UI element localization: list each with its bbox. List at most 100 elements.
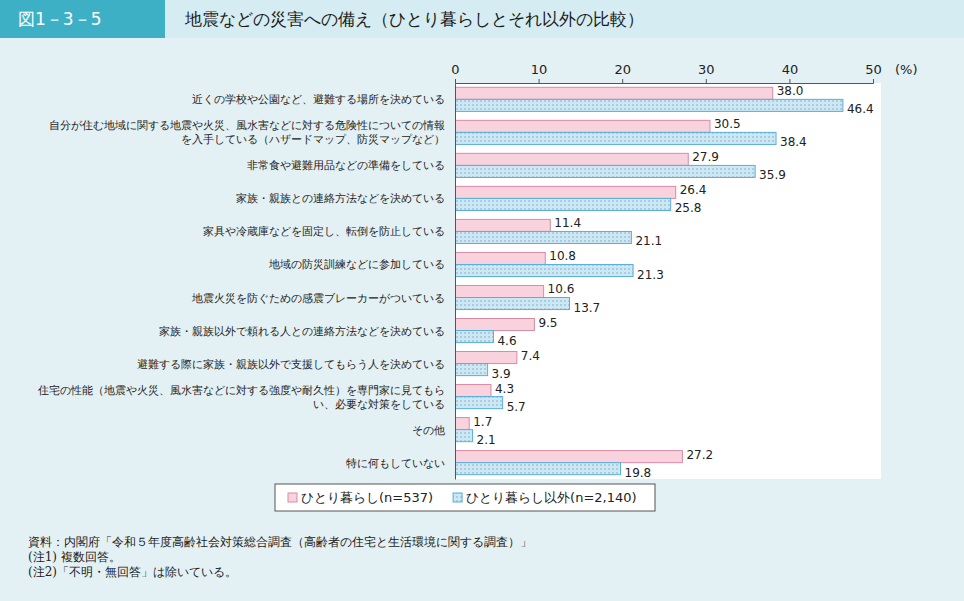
bars (455, 87, 843, 474)
bar (455, 352, 517, 364)
data-label: 11.4 (554, 216, 581, 230)
plot-area (455, 83, 881, 479)
header-band (0, 0, 964, 38)
y-tick-label-line: 特に何もしていない (346, 457, 445, 470)
x-tick: 30 (698, 62, 715, 83)
data-label: 27.2 (686, 448, 713, 462)
bar (455, 264, 633, 276)
data-label: 13.7 (574, 301, 601, 315)
y-tick-label: 家族・親族以外で頼れる人との連絡方法などを決めている (159, 325, 445, 338)
y-tick: 自分が住む地域に関する地震や火災、風水害などに対する危険性についての情報を入手し… (49, 119, 455, 146)
bar (455, 153, 688, 165)
data-label: 4.6 (497, 334, 516, 348)
legend: ひとり暮らし(n=537)ひとり暮らし以外(n=2,140) (275, 484, 655, 511)
bar (455, 397, 503, 409)
legend-box (275, 484, 655, 511)
x-tick-label: 10 (531, 62, 548, 77)
y-tick-label-line: 自分が住む地域に関する地震や火災、風水害などに対する危険性についての情報 (49, 119, 445, 132)
data-label: 2.1 (477, 433, 496, 447)
y-tick-label-line: い、必要な対策をしている (313, 398, 445, 411)
y-tick-label-line: 地震火災を防ぐための感震ブレーカーがついている (191, 292, 445, 305)
y-tick-label: 地震火災を防ぐための感震ブレーカーがついている (191, 292, 445, 305)
data-label: 35.9 (759, 168, 786, 182)
x-tick: 10 (531, 62, 548, 83)
y-tick: 地域の防災訓練などに参加している (268, 258, 455, 271)
data-label: 26.4 (680, 183, 707, 197)
x-tick-label: 50 (865, 62, 882, 77)
title: 地震などの災害への備え（ひとり暮らしとそれ以外の比較） (184, 9, 644, 29)
data-label: 27.9 (692, 150, 719, 164)
y-tick-label-line: 家族・親族以外で頼れる人との連絡方法などを決めている (159, 325, 445, 338)
data-label: 25.8 (675, 201, 702, 215)
data-label: 9.5 (538, 316, 557, 330)
annotation: 資料：内閣府「令和５年度高齢社会対策総合調査（高齢者の住宅と生活環境に関する調査… (28, 535, 532, 549)
y-tick-label-line: 近くの学校や公園など、避難する場所を決めている (192, 93, 445, 106)
data-label: 38.0 (777, 84, 804, 98)
bar (455, 252, 545, 264)
y-tick: 近くの学校や公園など、避難する場所を決めている (192, 93, 455, 106)
x-tick: 0 (451, 62, 459, 83)
bar (455, 298, 570, 310)
bar (455, 132, 776, 144)
data-label: 10.8 (549, 249, 576, 263)
x-tick-label: 0 (451, 62, 459, 77)
data-label: 38.4 (780, 135, 807, 149)
data-label: 10.6 (548, 282, 575, 296)
y-tick-label: 特に何もしていない (346, 457, 445, 470)
y-tick: 特に何もしていない (346, 457, 455, 470)
x-tick-label: 40 (782, 62, 799, 77)
y-tick-label-line: 地域の防災訓練などに参加している (268, 258, 445, 271)
bar (455, 331, 493, 343)
y-tick-label-line: 家族・親族との連絡方法などを決めている (236, 192, 445, 205)
bar (455, 165, 755, 177)
y-tick-label: 住宅の性能（地震や火災、風水害などに対する強度や耐久性）を専門家に見てもらい、必… (38, 384, 445, 411)
y-tick: 家具や冷蔵庫などを固定し、転倒を防止している (203, 225, 455, 238)
y-tick-label-line: その他 (412, 424, 445, 437)
y-tick-label: その他 (412, 424, 445, 437)
y-tick-label: 家具や冷蔵庫などを固定し、転倒を防止している (203, 225, 445, 238)
data-label: 46.4 (847, 102, 874, 116)
bar (455, 318, 534, 330)
bar (455, 87, 773, 99)
chart: 図1－3－5地震などの災害への備え（ひとり暮らしとそれ以外の比較）38.030.… (0, 0, 964, 601)
data-label: 19.8 (625, 466, 652, 480)
data-label: 21.1 (635, 234, 662, 248)
bar (455, 120, 710, 132)
data-label: 4.3 (495, 382, 514, 396)
bar (455, 418, 469, 430)
x-tick-mark (706, 79, 707, 83)
x-tick-mark (539, 79, 540, 83)
x-tick-mark (622, 79, 623, 83)
y-tick-label: 非常食や避難用品などの準備をしている (247, 159, 445, 172)
x-tick-mark (455, 79, 456, 83)
x-tick-mark (873, 79, 874, 83)
y-tick-label-line: 避難する際に家族・親族以外で支援してもらう人を決めている (137, 358, 445, 371)
data-label: 5.7 (507, 400, 526, 414)
x-tick-mark (789, 79, 790, 83)
y-tick-label-line: 家具や冷蔵庫などを固定し、転倒を防止している (203, 225, 445, 238)
bar (455, 186, 676, 198)
bar (455, 364, 488, 376)
y-tick-label: 自分が住む地域に関する地震や火災、風水害などに対する危険性についての情報を入手し… (49, 119, 445, 146)
y-tick-label-line: を入手している（ハザードマップ、防災マップなど） (181, 133, 445, 146)
x-axis-label: (%) (895, 62, 918, 77)
bar (455, 451, 682, 463)
x-axis: 01020304050 (451, 62, 881, 84)
bar (455, 385, 491, 397)
data-label: 21.3 (637, 268, 664, 282)
y-axis: 近くの学校や公園など、避難する場所を決めている自分が住む地域に関する地震や火災、… (38, 84, 456, 480)
y-tick: 地震火災を防ぐための感震ブレーカーがついている (191, 292, 455, 305)
annotations: 資料：内閣府「令和５年度高齢社会対策総合調査（高齢者の住宅と生活環境に関する調査… (28, 535, 532, 579)
legend-swatch (288, 493, 297, 502)
y-tick: 非常食や避難用品などの準備をしている (247, 159, 455, 172)
x-axis-line (456, 79, 874, 84)
y-tick-label: 近くの学校や公園など、避難する場所を決めている (192, 93, 445, 106)
y-tick: 家族・親族以外で頼れる人との連絡方法などを決めている (159, 325, 455, 338)
x-tick-label: 30 (698, 62, 715, 77)
y-tick-label: 地域の防災訓練などに参加している (268, 258, 445, 271)
subtitle: 図1－3－5 (18, 9, 101, 29)
annotation: (注1) 複数回答。 (28, 550, 121, 564)
y-tick-label: 避難する際に家族・親族以外で支援してもらう人を決めている (137, 358, 445, 371)
y-tick-label: 家族・親族との連絡方法などを決めている (236, 192, 445, 205)
y-tick: その他 (412, 424, 455, 437)
